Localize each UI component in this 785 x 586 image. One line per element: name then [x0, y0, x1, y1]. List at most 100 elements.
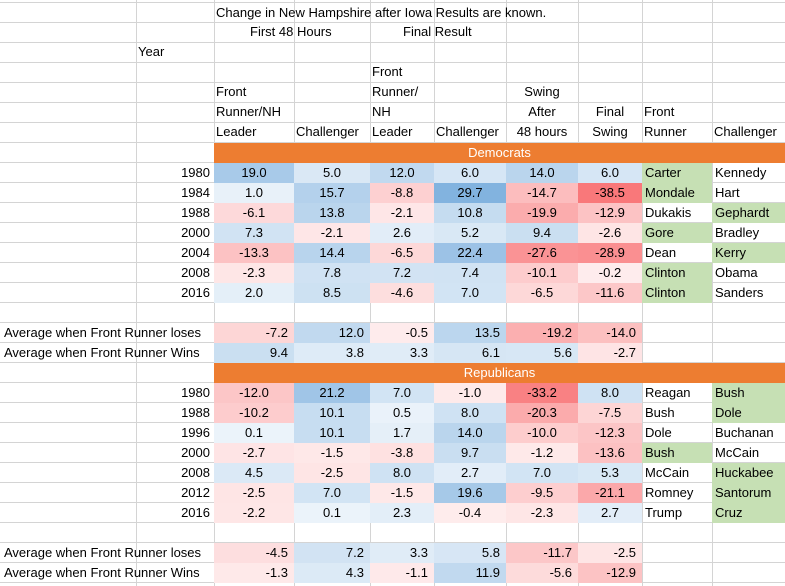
col-header-challenger-final: Challenger	[436, 124, 499, 139]
challenger-name: Gephardt	[712, 203, 785, 223]
challenger-name: Hart	[715, 185, 740, 200]
average-value-cell: 3.8	[294, 343, 370, 363]
value-cell: 8.0	[578, 383, 642, 403]
front-runner-name: Trump	[645, 505, 683, 520]
grid-row-line	[0, 42, 785, 43]
year-cell: 1984	[181, 185, 210, 200]
grid-row-line	[0, 322, 785, 323]
value-cell: 2.7	[578, 503, 642, 523]
average-value-cell: -19.2	[506, 323, 578, 343]
value-cell: -27.6	[506, 243, 578, 263]
year-cell: 2008	[181, 465, 210, 480]
col-header-challenger-48h: Challenger	[296, 124, 359, 139]
front-runner-name: Bush	[642, 443, 712, 463]
value-cell: 7.8	[294, 263, 370, 283]
value-cell: 1.7	[370, 423, 434, 443]
year-cell: 1996	[181, 425, 210, 440]
value-cell: -2.2	[214, 503, 294, 523]
value-cell: 14.0	[506, 163, 578, 183]
average-value-cell: 9.4	[214, 343, 294, 363]
average-value-cell: -7.2	[214, 323, 294, 343]
value-cell: 2.6	[370, 223, 434, 243]
value-cell: 5.3	[578, 463, 642, 483]
value-cell: -10.0	[506, 423, 578, 443]
col-header-final-swing: Final Swing	[592, 104, 628, 139]
value-cell: 7.2	[370, 263, 434, 283]
democrats-section-header: Democrats	[214, 143, 785, 163]
average-row-label: Average when Front Runner Wins	[4, 565, 200, 580]
front-runner-name: Clinton	[642, 283, 712, 303]
challenger-name: Kerry	[712, 243, 785, 263]
grid-row-line	[0, 122, 785, 123]
value-cell: -2.6	[578, 223, 642, 243]
year-cell: 2016	[181, 505, 210, 520]
value-cell: -13.6	[578, 443, 642, 463]
grid-row-line	[0, 22, 785, 23]
value-cell: 0.5	[370, 403, 434, 423]
value-cell: -10.2	[214, 403, 294, 423]
challenger-name: Huckabee	[712, 463, 785, 483]
value-cell: -2.7	[214, 443, 294, 463]
label-year: Year	[138, 44, 165, 59]
average-row-label: Average when Front Runner loses	[4, 325, 202, 340]
value-cell: 10.1	[294, 423, 370, 443]
republicans-section-header: Republicans	[214, 363, 785, 383]
col-header-front-runner-final: Front Runner/ NH Leader	[372, 64, 419, 139]
value-cell: 2.3	[370, 503, 434, 523]
value-cell: 1.0	[214, 183, 294, 203]
value-cell: 2.7	[434, 463, 506, 483]
year-cell: 2016	[181, 285, 210, 300]
average-value-cell: -5.6	[506, 563, 578, 583]
value-cell: -20.3	[506, 403, 578, 423]
average-value-cell: -2.5	[578, 543, 642, 563]
value-cell: 14.0	[434, 423, 506, 443]
year-cell: 2012	[181, 485, 210, 500]
value-cell: -2.5	[294, 463, 370, 483]
value-cell: -9.5	[506, 483, 578, 503]
value-cell: 22.4	[434, 243, 506, 263]
value-cell: -33.2	[506, 383, 578, 403]
value-cell: -21.1	[578, 483, 642, 503]
value-cell: -6.1	[214, 203, 294, 223]
front-runner-name: Romney	[645, 485, 694, 500]
value-cell: 8.0	[370, 463, 434, 483]
challenger-name: Bush	[712, 383, 785, 403]
challenger-name: Cruz	[712, 503, 785, 523]
challenger-name: McCain	[715, 445, 760, 460]
average-value-cell: -2.7	[578, 343, 642, 363]
value-cell: 19.0	[214, 163, 294, 183]
value-cell: 7.0	[370, 383, 434, 403]
col-header-swing-48h: Swing After 48 hours	[516, 84, 568, 139]
value-cell: 9.4	[506, 223, 578, 243]
value-cell: -6.5	[506, 283, 578, 303]
year-cell: 2000	[181, 225, 210, 240]
average-value-cell: 4.3	[294, 563, 370, 583]
challenger-name: Dole	[712, 403, 785, 423]
average-value-cell: 6.1	[434, 343, 506, 363]
year-cell: 1988	[181, 205, 210, 220]
front-runner-name: Reagan	[645, 385, 691, 400]
average-value-cell: 13.5	[434, 323, 506, 343]
value-cell: -0.4	[434, 503, 506, 523]
value-cell: 8.5	[294, 283, 370, 303]
value-cell: 4.5	[214, 463, 294, 483]
average-value-cell: -14.0	[578, 323, 642, 343]
value-cell: 9.7	[434, 443, 506, 463]
value-cell: 19.6	[434, 483, 506, 503]
front-runner-name: McCain	[645, 465, 690, 480]
value-cell: -7.5	[578, 403, 642, 423]
year-cell: 2008	[181, 265, 210, 280]
front-runner-name: Gore	[642, 223, 712, 243]
col-header-front-runner-name: Front Runner	[644, 104, 687, 139]
grid-row-line	[0, 2, 785, 3]
year-cell: 1980	[181, 385, 210, 400]
value-cell: -2.1	[294, 223, 370, 243]
average-value-cell: -1.1	[370, 563, 434, 583]
average-value-cell: -11.7	[506, 543, 578, 563]
challenger-name: Santorum	[712, 483, 785, 503]
average-value-cell: 11.9	[434, 563, 506, 583]
value-cell: 7.4	[434, 263, 506, 283]
value-cell: -1.0	[434, 383, 506, 403]
value-cell: -2.5	[214, 483, 294, 503]
value-cell: 6.0	[434, 163, 506, 183]
